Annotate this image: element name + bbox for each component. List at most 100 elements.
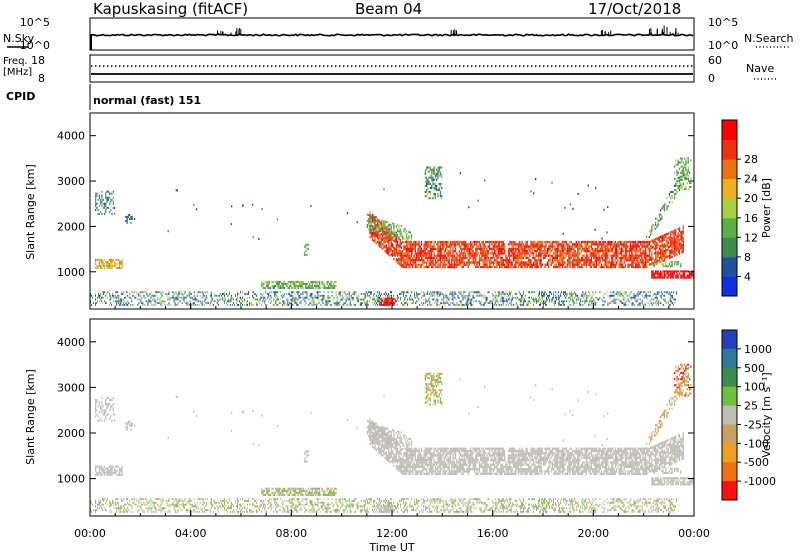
power-cell (201, 304, 203, 306)
power-cell (449, 265, 452, 269)
power-cell (370, 291, 372, 294)
power-cell (314, 280, 316, 283)
power-cell (267, 285, 269, 288)
power-cell (445, 302, 447, 305)
power-cell (390, 224, 392, 227)
power-cell (405, 234, 408, 237)
power-cell (442, 245, 444, 248)
power-cell (453, 240, 455, 244)
power-cell (444, 250, 447, 253)
power-cell (423, 294, 425, 297)
power-cell (637, 250, 639, 253)
power-cell (298, 294, 300, 297)
power-cell (448, 263, 450, 266)
power-cell (512, 243, 515, 246)
power-cell (501, 298, 503, 301)
power-cell (555, 296, 557, 299)
power-cell (675, 240, 677, 243)
power-cell (553, 240, 555, 244)
power-cell (397, 234, 399, 237)
power-cell (656, 293, 658, 295)
power-cell (677, 248, 679, 251)
power-cell (378, 230, 380, 233)
power-cell (676, 163, 678, 166)
power-cell (493, 243, 496, 246)
power-cell (643, 252, 645, 255)
power-cell (687, 177, 689, 180)
power-cell (111, 260, 113, 263)
power-cell (268, 293, 270, 295)
power-cell (462, 293, 464, 295)
power-cell (627, 265, 629, 269)
power-cell (326, 280, 328, 283)
power-cell (478, 247, 481, 251)
power-cell (100, 200, 102, 203)
power-cell (492, 298, 494, 301)
power-cell (573, 247, 575, 251)
power-cell (521, 245, 523, 248)
power-cell (427, 243, 429, 246)
power-cell (682, 161, 684, 164)
power-cell (291, 293, 293, 295)
power-cell (325, 287, 327, 290)
power-cell (440, 291, 442, 294)
power-cell (639, 298, 641, 301)
power-cell (522, 293, 524, 295)
power-cell (676, 261, 678, 264)
power-cell (658, 219, 661, 222)
power-cell (686, 274, 688, 277)
power-cell (118, 296, 120, 299)
power-cell (145, 291, 147, 294)
power-cell (468, 294, 470, 297)
power-cell (175, 189, 177, 192)
power-cell (297, 280, 299, 283)
power-cell (363, 293, 365, 295)
power-cell (580, 298, 582, 301)
power-cell (349, 298, 351, 301)
power-cell (113, 265, 116, 268)
power-cell (293, 287, 296, 290)
power-cell (670, 300, 672, 303)
power-cell (417, 254, 419, 257)
power-cell (432, 291, 434, 294)
power-cell (408, 263, 410, 266)
power-cell (609, 294, 611, 297)
power-cell (103, 202, 106, 205)
power-cell (625, 291, 627, 294)
power-cell (629, 250, 632, 253)
power-cell (385, 239, 387, 243)
power-cell (319, 282, 321, 285)
power-cell (418, 256, 420, 260)
power-cell (112, 206, 114, 209)
power-cell (289, 302, 291, 305)
power-cell (263, 298, 265, 301)
power-cell (465, 304, 467, 306)
power-cell (388, 235, 390, 238)
power-cell (678, 187, 681, 190)
power-cell (573, 261, 575, 264)
power-cell (501, 256, 503, 260)
power-cell (573, 250, 575, 253)
power-cell (402, 291, 404, 294)
power-cell (544, 250, 546, 253)
power-cell (266, 280, 268, 283)
power-cell (486, 252, 488, 255)
power-cell (467, 247, 469, 251)
power-cell (111, 296, 113, 299)
power-cell (419, 265, 421, 269)
power-cell (102, 260, 104, 263)
power-cell (437, 168, 439, 171)
power-cell (244, 293, 246, 295)
power-cell (615, 298, 617, 301)
power-cell (347, 298, 349, 301)
power-cell (398, 300, 400, 303)
power-cell (148, 298, 150, 301)
power-cell (344, 298, 346, 301)
power-cell (100, 260, 102, 263)
power-cell (121, 291, 123, 294)
power-cell (130, 304, 132, 306)
power-cell (512, 252, 515, 255)
power-cell (362, 293, 364, 295)
power-cell (392, 230, 394, 233)
power-cell (311, 304, 313, 306)
